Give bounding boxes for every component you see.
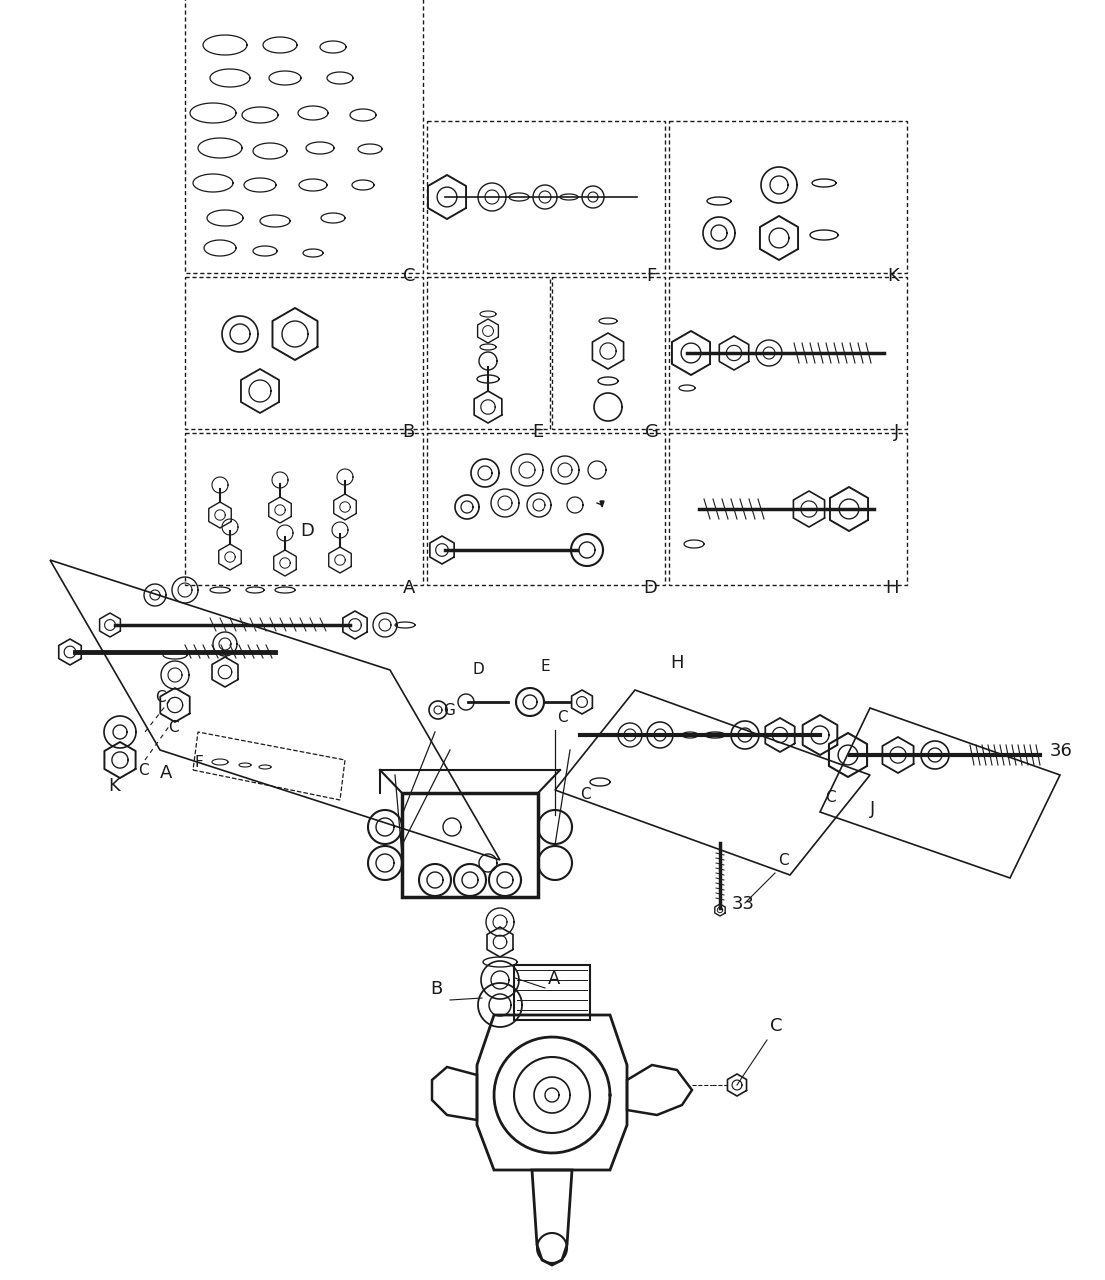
Text: 36: 36 bbox=[1050, 742, 1073, 760]
Text: G: G bbox=[645, 422, 659, 442]
Text: C: C bbox=[778, 852, 789, 868]
Text: B: B bbox=[402, 422, 415, 442]
Text: D: D bbox=[299, 522, 314, 540]
Text: F: F bbox=[194, 755, 202, 771]
Text: E: E bbox=[533, 422, 544, 442]
Text: J: J bbox=[870, 800, 875, 818]
Text: G: G bbox=[443, 703, 455, 718]
Text: C: C bbox=[580, 787, 591, 803]
Text: K: K bbox=[887, 268, 899, 285]
Bar bbox=[185, 0, 423, 273]
Bar bbox=[185, 276, 423, 429]
Bar bbox=[427, 122, 665, 273]
Bar bbox=[669, 122, 907, 273]
Bar bbox=[427, 276, 550, 429]
Text: C: C bbox=[557, 710, 568, 724]
Text: H: H bbox=[670, 654, 684, 672]
Text: C: C bbox=[825, 790, 835, 805]
Text: J: J bbox=[894, 422, 899, 442]
Bar bbox=[402, 794, 538, 897]
Bar bbox=[552, 276, 665, 429]
Bar bbox=[185, 433, 423, 585]
Text: F: F bbox=[646, 268, 657, 285]
Text: 33: 33 bbox=[732, 895, 755, 913]
Text: A: A bbox=[160, 764, 172, 782]
Polygon shape bbox=[600, 500, 604, 507]
Bar bbox=[669, 433, 907, 585]
Text: C: C bbox=[138, 763, 149, 778]
Text: A: A bbox=[548, 970, 560, 988]
Bar bbox=[427, 433, 665, 585]
Text: H: H bbox=[885, 579, 899, 596]
Text: C: C bbox=[168, 719, 179, 735]
Text: B: B bbox=[430, 980, 442, 998]
Bar bbox=[669, 276, 907, 429]
Text: C: C bbox=[402, 268, 415, 285]
Bar bbox=[514, 965, 590, 1020]
Text: D: D bbox=[643, 579, 657, 596]
Text: E: E bbox=[540, 659, 549, 675]
Text: C: C bbox=[770, 1018, 782, 1036]
Text: D: D bbox=[473, 662, 485, 677]
Text: C: C bbox=[155, 690, 166, 705]
Text: A: A bbox=[402, 579, 415, 596]
Text: K: K bbox=[108, 777, 119, 795]
